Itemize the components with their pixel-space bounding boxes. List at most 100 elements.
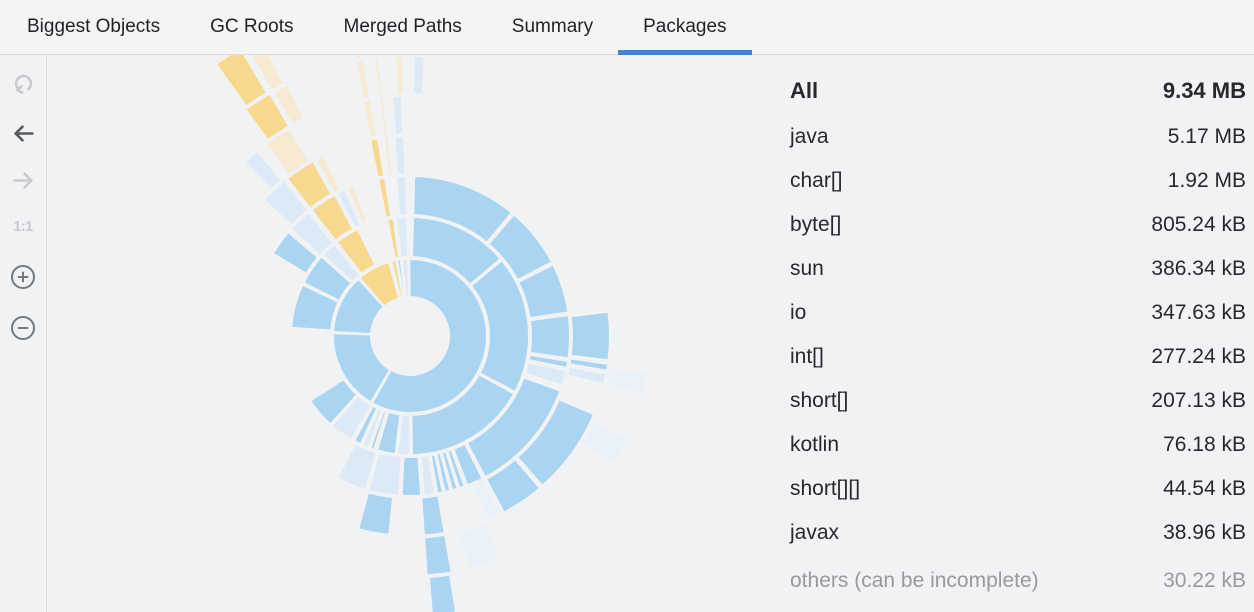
zoom-out-button[interactable] — [10, 315, 36, 341]
sunburst-segment[interactable] — [367, 451, 403, 497]
sunburst-segment[interactable] — [370, 257, 488, 414]
sunburst-segment[interactable] — [271, 230, 320, 276]
sunburst-segment[interactable] — [393, 135, 407, 176]
sunburst-segment[interactable] — [446, 448, 467, 490]
sunburst-segment[interactable] — [487, 212, 554, 282]
undo-button[interactable] — [10, 70, 36, 96]
package-row-all[interactable]: All 9.34 MB — [790, 67, 1246, 115]
sunburst-segment[interactable] — [515, 397, 596, 488]
sunburst-segment[interactable] — [332, 332, 392, 404]
package-row-char-array[interactable]: char[] 1.92 MB — [790, 159, 1246, 203]
sunburst-segment[interactable] — [262, 179, 310, 227]
sunburst-segment[interactable] — [290, 283, 341, 332]
package-row-int-array[interactable]: int[] 277.24 kB — [790, 335, 1246, 379]
sunburst-segment[interactable] — [523, 360, 568, 387]
sunburst-segment[interactable] — [246, 55, 286, 92]
tab-gc-roots[interactable]: GC Roots — [185, 0, 318, 54]
sunburst-segment[interactable] — [419, 454, 437, 497]
sunburst-segment[interactable] — [435, 451, 452, 494]
packages-sunburst-chart[interactable] — [0, 55, 1254, 612]
sunburst-segment[interactable] — [565, 365, 608, 386]
sunburst-segment[interactable] — [332, 277, 386, 336]
sunburst-segment[interactable] — [368, 137, 386, 179]
sunburst-segment[interactable] — [321, 242, 362, 284]
sunburst-segment[interactable] — [412, 175, 514, 245]
back-button[interactable] — [10, 120, 36, 146]
sunburst-segment[interactable] — [391, 95, 404, 136]
sunburst-segment[interactable] — [410, 372, 516, 456]
sunburst-segment[interactable] — [516, 263, 570, 320]
sunburst-segment[interactable] — [310, 193, 355, 243]
tab-biggest-objects[interactable]: Biggest Objects — [2, 0, 185, 54]
sunburst-segment[interactable] — [395, 216, 409, 259]
package-row-sun[interactable]: sun 386.34 kB — [790, 247, 1246, 291]
sunburst-segment[interactable] — [471, 478, 503, 522]
tab-summary[interactable]: Summary — [487, 0, 618, 54]
sunburst-segment[interactable] — [354, 58, 371, 100]
sunburst-segment[interactable] — [604, 366, 649, 396]
package-row-byte-array[interactable]: byte[] 805.24 kB — [790, 203, 1246, 247]
sunburst-segment[interactable] — [361, 407, 384, 449]
sunburst-segment[interactable] — [377, 96, 389, 137]
sunburst-segment[interactable] — [243, 149, 283, 191]
package-row-short-array[interactable]: short[] 207.13 kB — [790, 379, 1246, 423]
sunburst-segment[interactable] — [352, 404, 379, 446]
sunburst-segment[interactable] — [314, 154, 342, 195]
sunburst-segment[interactable] — [429, 453, 445, 495]
sunburst-segment[interactable] — [285, 159, 333, 210]
sunburst-segment[interactable] — [394, 175, 408, 217]
sunburst-segment[interactable] — [568, 357, 610, 372]
sunburst-segment[interactable] — [272, 83, 306, 127]
sunburst-segment[interactable] — [528, 313, 571, 360]
sunburst-segment[interactable] — [336, 442, 378, 492]
sunburst-segment[interactable] — [440, 450, 459, 492]
sunburst-segment[interactable] — [411, 216, 502, 287]
sunburst-segment[interactable] — [457, 521, 502, 571]
sunburst-segment[interactable] — [357, 491, 395, 536]
sunburst-segment[interactable] — [579, 420, 629, 465]
sunburst-segment[interactable] — [420, 494, 446, 537]
forward-button[interactable] — [10, 167, 36, 193]
package-row-short-array-2d[interactable]: short[][] 44.54 kB — [790, 467, 1246, 511]
sunburst-segment[interactable] — [214, 55, 269, 108]
package-row-io[interactable]: io 347.63 kB — [790, 291, 1246, 335]
sunburst-segment[interactable] — [289, 211, 335, 257]
sunburst-segment[interactable] — [400, 455, 423, 497]
sunburst-segment[interactable] — [484, 457, 542, 514]
sunburst-segment[interactable] — [423, 533, 453, 577]
sunburst-segment[interactable] — [346, 184, 369, 226]
sunburst-segment[interactable] — [308, 377, 359, 426]
sunburst-segment[interactable] — [569, 310, 611, 362]
sunburst-segment[interactable] — [373, 56, 384, 98]
sunburst-segment[interactable] — [335, 227, 377, 276]
sunburst-segment[interactable] — [427, 573, 458, 612]
package-row-java[interactable]: java 5.17 MB — [790, 115, 1246, 159]
sunburst-segment[interactable] — [361, 98, 379, 140]
sunburst-segment[interactable] — [452, 442, 484, 487]
package-row-others[interactable]: others (can be incomplete) 30.22 kB — [790, 559, 1246, 603]
tab-packages[interactable]: Packages — [618, 0, 753, 55]
sunburst-segment[interactable] — [465, 376, 562, 479]
package-row-javax[interactable]: javax 38.96 kB — [790, 511, 1246, 555]
sunburst-segment[interactable] — [336, 188, 363, 230]
sunburst-segment[interactable] — [469, 258, 530, 394]
sunburst-segment[interactable] — [369, 409, 388, 451]
sunburst-segment[interactable] — [358, 260, 401, 308]
sunburst-segment[interactable] — [264, 126, 311, 177]
sunburst-segment[interactable] — [394, 55, 406, 96]
sunburst-segment[interactable] — [412, 55, 426, 96]
sunburst-segment[interactable] — [386, 217, 401, 260]
sunburst-segment[interactable] — [302, 254, 353, 303]
zoom-in-button[interactable] — [10, 264, 36, 290]
tab-merged-paths[interactable]: Merged Paths — [319, 0, 487, 54]
sunburst-segment[interactable] — [244, 92, 291, 142]
sunburst-segment[interactable] — [346, 55, 364, 61]
sunburst-segment[interactable] — [382, 136, 394, 177]
sunburst-segment[interactable] — [376, 176, 393, 219]
sunburst-segment[interactable] — [527, 353, 570, 370]
sunburst-segment[interactable] — [375, 410, 402, 456]
sunburst-segment[interactable] — [330, 394, 373, 441]
sunburst-segment[interactable] — [396, 413, 411, 457]
package-row-kotlin[interactable]: kotlin 76.18 kB — [790, 423, 1246, 467]
actual-size-button[interactable]: 1:1 — [10, 214, 36, 240]
